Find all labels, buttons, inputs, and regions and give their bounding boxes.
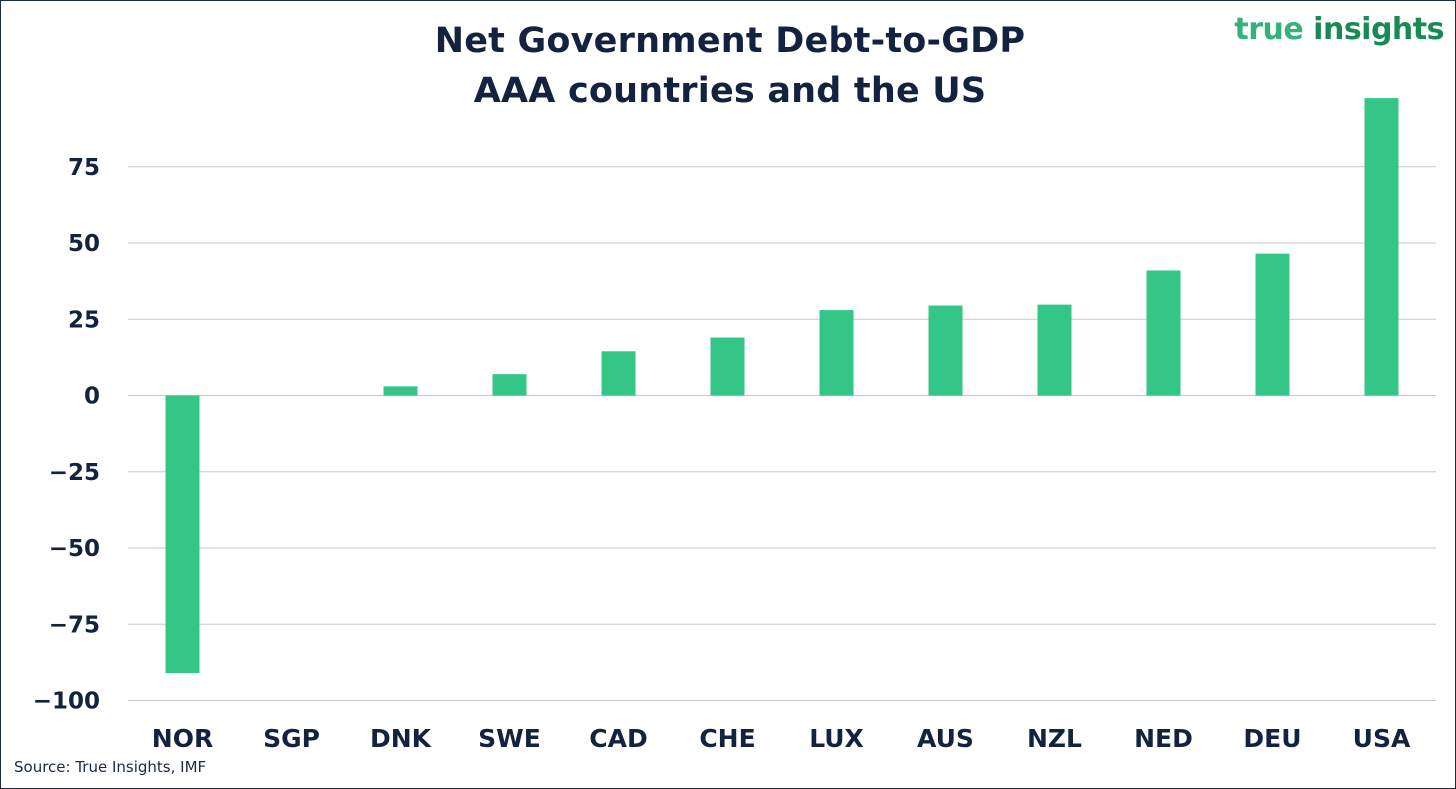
- y-tick-label: −25: [49, 460, 100, 486]
- bar-swe: [492, 374, 527, 396]
- x-tick-label: USA: [1353, 724, 1411, 753]
- y-tick-label: −50: [49, 536, 100, 562]
- x-tick-label: SGP: [263, 724, 320, 753]
- x-tick-label: NZL: [1027, 724, 1082, 753]
- y-axis: 75 50 25 0 −25 −50 −75 −100: [33, 155, 100, 715]
- y-tick-label: 75: [68, 155, 100, 181]
- y-tick-label: 0: [84, 384, 100, 410]
- x-axis: NOR SGP DNK SWE CAD CHE LUX AUS NZL NED DEU USA: [152, 724, 1411, 753]
- bar-ned: [1146, 270, 1181, 396]
- x-tick-label: NOR: [152, 724, 213, 753]
- brand-logo-part-1: true: [1234, 12, 1304, 47]
- bar-cad: [601, 351, 636, 396]
- brand-logo: true insights: [1234, 12, 1444, 47]
- chart-title-line-1: Net Government Debt-to-GDP: [434, 21, 1026, 61]
- bar-nzl: [1037, 304, 1072, 396]
- gridlines: [128, 166, 1436, 701]
- brand-logo-part-2: insights: [1303, 12, 1444, 47]
- x-tick-label: DEU: [1243, 724, 1301, 753]
- x-tick-label: NED: [1134, 724, 1193, 753]
- bar-nor: [165, 395, 200, 674]
- y-tick-label: −75: [49, 612, 100, 638]
- bar-aus: [928, 305, 963, 396]
- bar-usa: [1364, 98, 1399, 396]
- bars: [165, 98, 1399, 674]
- x-tick-label: AUS: [917, 724, 974, 753]
- x-tick-label: LUX: [809, 724, 864, 753]
- chart-title: Net Government Debt-to-GDP AAA countries…: [360, 16, 1100, 116]
- source-note: Source: True Insights, IMF: [14, 758, 207, 776]
- x-tick-label: SWE: [478, 724, 541, 753]
- bar-deu: [1255, 253, 1290, 396]
- y-tick-label: 50: [68, 231, 100, 257]
- x-tick-label: CHE: [699, 724, 755, 753]
- y-tick-label: 25: [68, 307, 100, 333]
- chart-title-line-2: AAA countries and the US: [473, 71, 987, 111]
- bar-dnk: [383, 386, 418, 396]
- y-tick-label: −100: [33, 689, 100, 715]
- bar-che: [710, 337, 745, 396]
- x-tick-label: CAD: [589, 724, 647, 753]
- x-tick-label: DNK: [370, 724, 433, 753]
- bar-lux: [819, 310, 854, 396]
